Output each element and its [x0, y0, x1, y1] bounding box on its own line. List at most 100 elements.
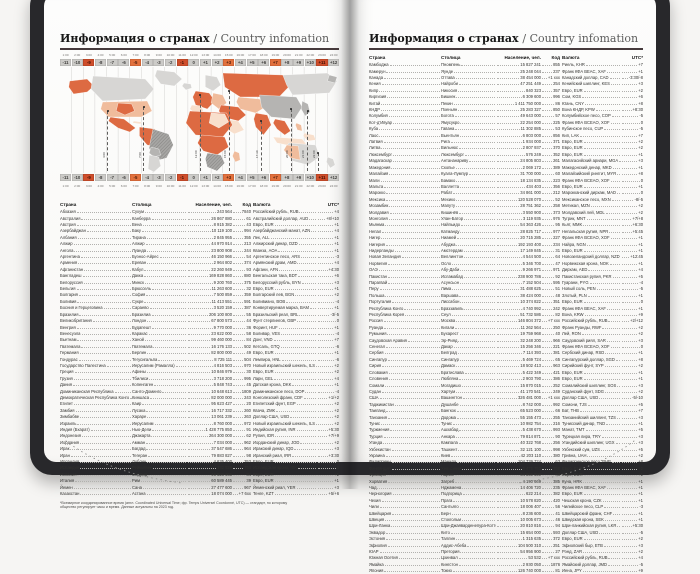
dotted-leader: [459, 555, 495, 560]
dotted-leader: [80, 465, 131, 470]
dotted-leader: [91, 426, 131, 431]
time-cell: 1:00: [60, 53, 71, 58]
dotted-leader: [233, 465, 243, 470]
dotted-leader: [318, 414, 333, 419]
dotted-leader: [460, 132, 495, 137]
dotted-leader: [188, 209, 216, 214]
dotted-leader: [617, 190, 620, 195]
dotted-leader: [497, 247, 519, 252]
dotted-leader: [542, 382, 552, 387]
dotted-leader: [188, 433, 208, 438]
dotted-leader: [70, 446, 131, 451]
dotted-leader: [622, 286, 638, 291]
dotted-leader: [587, 215, 620, 220]
dotted-leader: [460, 331, 495, 336]
dotted-leader: [318, 221, 333, 226]
city-time-label: 21:00: [301, 150, 305, 158]
dotted-leader: [151, 433, 186, 438]
utc-offset-cell: -11: [60, 59, 71, 66]
dotted-leader: [622, 414, 637, 419]
dotted-leader: [147, 247, 186, 252]
dotted-leader: [297, 318, 316, 323]
dotted-leader: [386, 68, 440, 73]
dotted-leader: [606, 420, 620, 425]
cell-text: +5/+6: [328, 492, 339, 497]
dotted-leader: [622, 331, 637, 336]
time-cell: 24:00: [328, 184, 339, 189]
dotted-leader: [392, 459, 440, 464]
dotted-leader: [188, 407, 210, 412]
dotted-leader: [74, 375, 131, 380]
dotted-leader: [622, 305, 637, 310]
city-time-marker: 7:00: [143, 107, 144, 171]
dotted-leader: [542, 376, 552, 381]
dotted-leader: [233, 324, 245, 329]
dotted-leader: [622, 196, 633, 201]
city-time-marker: 22:00: [318, 153, 319, 171]
dotted-leader: [622, 548, 637, 553]
time-cell: 24:00: [328, 53, 339, 58]
time-cell: 16:00: [235, 53, 246, 58]
dotted-leader: [622, 113, 638, 118]
dotted-leader: [389, 203, 440, 208]
dotted-leader: [145, 209, 186, 214]
dotted-leader: [78, 260, 131, 265]
dotted-leader: [622, 177, 640, 182]
dotted-leader: [622, 382, 637, 387]
dotted-leader: [463, 491, 495, 496]
dotted-leader: [384, 138, 440, 143]
dotted-leader: [456, 318, 495, 323]
dotted-leader: [271, 234, 317, 239]
time-cell: 23:00: [316, 53, 327, 58]
dotted-leader: [388, 542, 440, 547]
dotted-leader: [596, 106, 620, 111]
dotted-leader: [460, 228, 495, 233]
dotted-leader: [452, 510, 495, 515]
dotted-leader: [389, 113, 440, 118]
city-time-label: 22:00: [312, 150, 316, 158]
dotted-leader: [456, 388, 495, 393]
dotted-leader: [497, 138, 522, 143]
dotted-leader: [467, 542, 495, 547]
dotted-leader: [451, 452, 495, 457]
dotted-leader: [465, 151, 495, 156]
dotted-leader: [622, 126, 638, 131]
dotted-leader: [497, 548, 519, 553]
dotted-leader: [143, 221, 186, 226]
dotted-leader: [542, 196, 554, 201]
utc-offset-cell: +10: [305, 59, 316, 66]
dotted-leader: [590, 279, 620, 284]
dotted-leader: [381, 100, 440, 105]
dotted-leader: [456, 177, 495, 182]
dotted-leader: [622, 235, 637, 240]
dotted-leader: [542, 299, 552, 304]
dotted-leader: [233, 426, 245, 431]
dotted-leader: [584, 145, 620, 150]
dotted-leader: [188, 362, 213, 367]
time-cell: 12:00: [188, 53, 199, 58]
dotted-leader: [622, 209, 637, 214]
dotted-leader: [622, 171, 637, 176]
dotted-leader: [542, 420, 552, 425]
dotted-leader: [233, 414, 243, 419]
city-dot: [143, 106, 145, 108]
dotted-leader: [188, 324, 213, 329]
dotted-leader: [281, 343, 316, 348]
time-cell: 19:00: [270, 184, 281, 189]
dotted-leader: [390, 62, 440, 67]
utc-offset-cell: -2: [165, 59, 176, 66]
dotted-leader: [292, 452, 316, 457]
dotted-leader: [497, 183, 525, 188]
dotted-leader: [622, 542, 637, 547]
dotted-leader: [542, 548, 554, 553]
dotted-leader: [83, 273, 132, 278]
dotted-leader: [233, 401, 245, 406]
dotted-leader: [611, 119, 620, 124]
dotted-leader: [622, 318, 629, 323]
dotted-leader: [233, 247, 243, 252]
utc-offset-cell: -5: [130, 59, 141, 66]
page-title-en: / Country infomation: [522, 32, 638, 45]
